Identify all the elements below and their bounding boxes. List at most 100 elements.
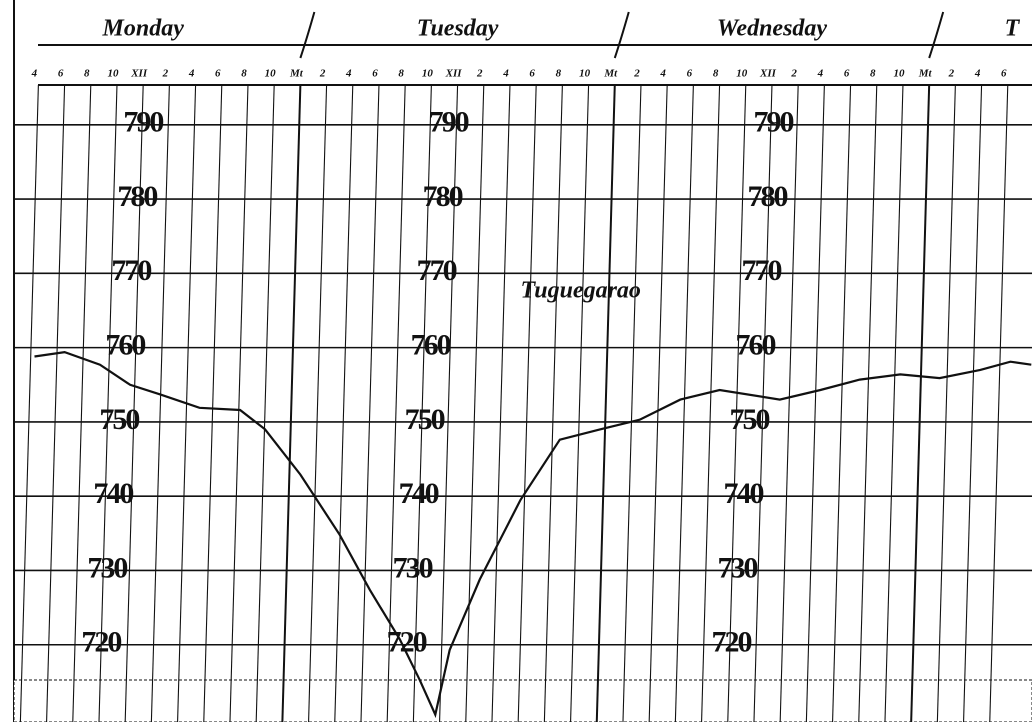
hour-label: 6 — [215, 68, 221, 80]
grid-line — [570, 84, 590, 722]
hour-label: 2 — [476, 68, 483, 80]
y-tick-label: 780 — [747, 180, 787, 213]
y-tick-label: 740 — [399, 477, 439, 510]
grid-line — [229, 84, 249, 722]
grid-line — [386, 84, 406, 722]
hour-label: 6 — [687, 68, 693, 80]
hour-label: Mt — [289, 68, 304, 80]
day-label: T — [1005, 16, 1021, 42]
day-separator — [928, 11, 945, 59]
y-tick-label: 750 — [405, 403, 445, 436]
grid-line — [805, 84, 825, 722]
grid-line — [360, 84, 380, 722]
grid-line — [439, 84, 459, 722]
hour-label: 10 — [107, 68, 119, 80]
hour-label: 4 — [974, 68, 981, 80]
grid-line — [753, 84, 773, 722]
station-label: Tuguegarao — [520, 277, 640, 303]
grid-line — [308, 84, 328, 722]
grid-line — [203, 84, 223, 722]
hour-label: 4 — [31, 68, 38, 80]
hour-label: Mt — [918, 68, 933, 80]
hour-label: 4 — [817, 68, 824, 80]
hour-label: Mt — [603, 68, 618, 80]
hour-label: 10 — [736, 68, 748, 80]
grid-line — [255, 84, 275, 722]
grid-line — [832, 84, 852, 722]
y-tick-label: 790 — [123, 106, 163, 139]
grid-line — [543, 84, 563, 722]
hour-label: 2 — [162, 68, 169, 80]
hour-label: 6 — [529, 68, 535, 80]
hour-label: 2 — [633, 68, 640, 80]
hour-label: XII — [130, 68, 148, 80]
grid-line — [779, 84, 799, 722]
grid-line — [150, 84, 170, 722]
hour-label: 4 — [188, 68, 195, 80]
day-label: Tuesday — [417, 16, 499, 42]
y-tick-label: 720 — [81, 626, 121, 659]
hour-label: 2 — [319, 68, 326, 80]
hour-label: 8 — [870, 68, 876, 80]
day-separator — [299, 11, 316, 59]
grid-line — [910, 84, 931, 722]
grid-line — [98, 84, 118, 722]
grid-line — [727, 84, 747, 722]
hour-label: 8 — [713, 68, 719, 80]
hour-label: XII — [759, 68, 777, 80]
grid-line — [281, 84, 302, 722]
grid-line — [517, 84, 537, 722]
grid-line — [701, 84, 721, 722]
y-tick-label: 750 — [729, 403, 769, 436]
pressure-trace — [34, 350, 1032, 719]
y-tick-label: 720 — [711, 626, 751, 659]
grid-line — [648, 84, 668, 722]
hour-label: 6 — [58, 68, 64, 80]
y-tick-label: 730 — [87, 551, 127, 584]
hour-label: XII — [445, 68, 463, 80]
y-tick-label: 740 — [723, 477, 763, 510]
y-tick-label: 780 — [423, 180, 463, 213]
y-tick-label: 750 — [99, 403, 139, 436]
grid-line — [465, 84, 485, 722]
grid-line — [19, 84, 39, 722]
hour-label: 10 — [422, 68, 434, 80]
grid-line — [491, 84, 511, 722]
day-label: Monday — [102, 16, 185, 42]
y-tick-label: 760 — [735, 329, 775, 362]
hour-label: 8 — [398, 68, 404, 80]
grid-line — [989, 84, 1009, 722]
y-tick-label: 770 — [111, 254, 151, 287]
y-tick-label: 790 — [753, 106, 793, 139]
y-tick-label: 730 — [717, 551, 757, 584]
bottom-band — [13, 679, 1032, 722]
hour-label: 8 — [84, 68, 90, 80]
grid-line — [884, 84, 904, 722]
y-tick-label: 740 — [93, 477, 133, 510]
hour-label: 2 — [790, 68, 797, 80]
hour-label: 4 — [345, 68, 352, 80]
grid-line — [622, 84, 642, 722]
grid-line — [858, 84, 878, 722]
hour-label: 4 — [502, 68, 509, 80]
hour-label: 6 — [844, 68, 850, 80]
y-tick-label: 730 — [393, 551, 433, 584]
y-tick-label: 790 — [429, 106, 469, 139]
hour-label: 6 — [1001, 68, 1007, 80]
chart-layer: 4 6 8 10 XII 2 4 6 8 10 Mt 2 4 6 8 10 XII 2 4 6 8 10 Mt 2 4 6 8 10 X… — [14, 11, 1032, 722]
y-tick-label: 770 — [741, 254, 781, 287]
y-tick-label: 760 — [411, 329, 451, 362]
y-tick-label: 760 — [105, 329, 145, 362]
grid-line — [72, 84, 92, 722]
grid-line — [674, 84, 694, 722]
day-label: Wednesday — [717, 16, 828, 42]
grid-line — [595, 84, 616, 722]
grid-line — [334, 84, 354, 722]
hour-label: 8 — [556, 68, 562, 80]
hour-label: 2 — [948, 68, 955, 80]
grid-line — [963, 84, 983, 722]
hour-label: 4 — [659, 68, 666, 80]
